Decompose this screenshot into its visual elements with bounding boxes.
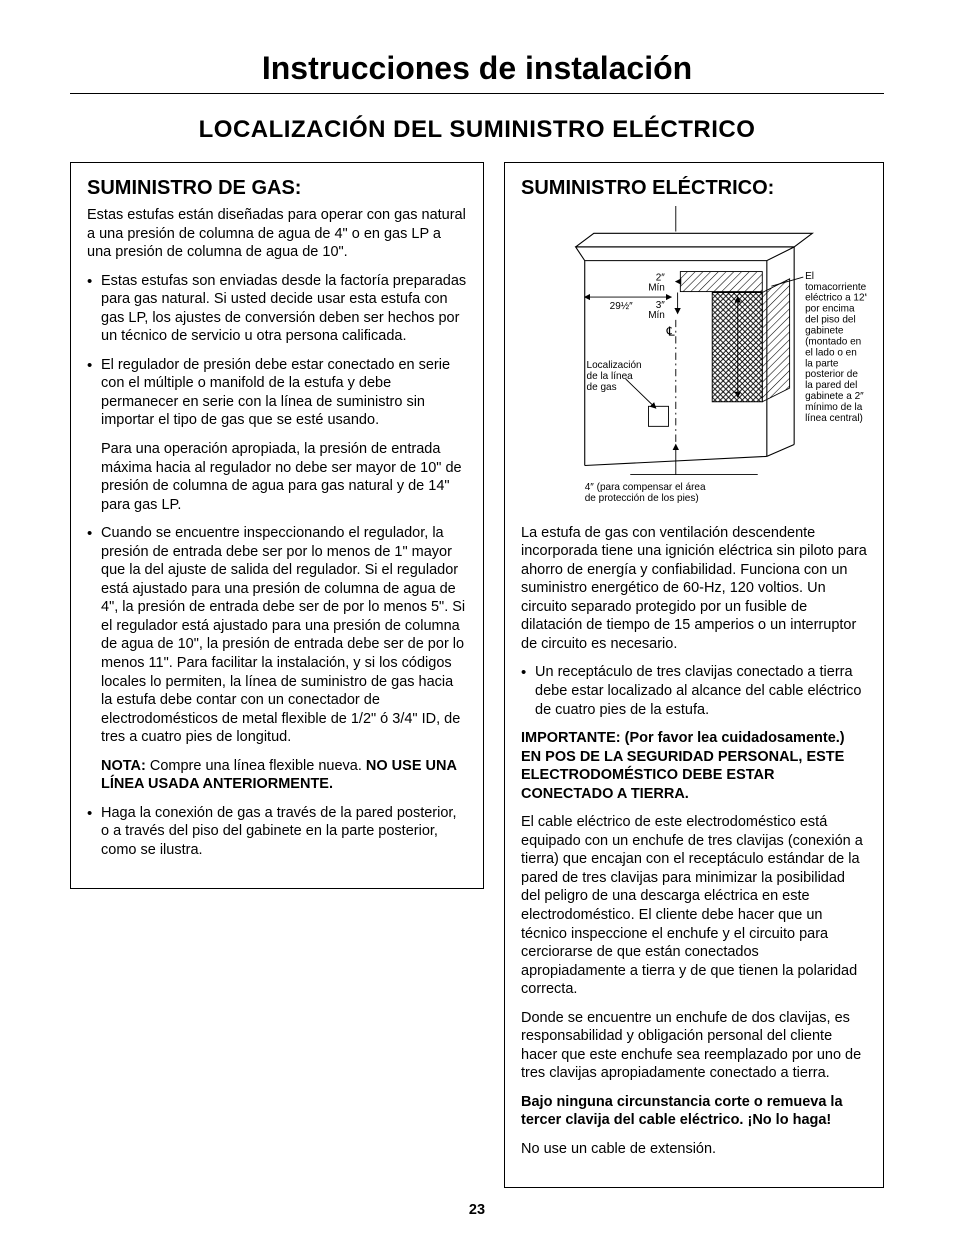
installation-diagram: 29½″ 2″ Mín 3″ Mín ℄ [521, 206, 867, 516]
gas-bullet-3: Cuando se encuentre inspeccionando el re… [87, 524, 467, 747]
outlet-note-2: tomacorriente [805, 282, 867, 293]
electric-important: IMPORTANTE: (Por favor lea cuidadosament… [521, 729, 867, 803]
electric-warn: Bajo ninguna circunstancia corte o remue… [521, 1093, 867, 1130]
outlet-note-4: por encima [805, 304, 855, 315]
dim-3-min-b: Mín [648, 310, 665, 321]
dim-29-5: 29½″ [610, 301, 633, 312]
electric-p3: Donde se encuentre un enchufe de dos cla… [521, 1009, 867, 1083]
centerline-symbol: ℄ [666, 323, 676, 338]
gas-bullet-2-para: Para una operación apropiada, la presión… [101, 440, 467, 514]
outlet-note-7: (montado en [805, 336, 861, 347]
gas-loc-3: de gas [587, 382, 617, 393]
main-title: Instrucciones de instalación [70, 50, 884, 94]
outlet-note-3: eléctrico a 12″ [805, 293, 867, 304]
gas-loc-1: Localización [587, 360, 642, 371]
electric-p2: El cable eléctrico de este electrodomést… [521, 813, 867, 998]
electric-p4: No use un cable de extensión. [521, 1140, 867, 1159]
outlet-note-1: El [805, 271, 814, 282]
gas-loc-2: de la línea [587, 371, 634, 382]
footer-note-1: 4″ (para compensar el área [585, 482, 706, 493]
outlet-note-6: gabinete [805, 325, 844, 336]
electric-intro: La estufa de gas con ventilación descend… [521, 524, 867, 654]
gas-intro: Estas estufas están diseñadas para opera… [87, 206, 467, 262]
gas-supply-heading: SUMINISTRO DE GAS: [87, 177, 467, 200]
gas-bullets-1: Estas estufas son enviadas desde la fact… [87, 272, 467, 430]
electric-supply-heading: SUMINISTRO ELÉCTRICO: [521, 177, 867, 200]
page-number: 23 [70, 1202, 884, 1218]
gas-nota: NOTA: Compre una línea flexible nueva. N… [101, 757, 467, 794]
outlet-note-10: posterior de [805, 369, 858, 380]
electric-bullets: Un receptáculo de tres clavijas conectad… [521, 663, 867, 719]
outlet-note-14: línea central) [805, 413, 863, 424]
gas-supply-box: SUMINISTRO DE GAS: Estas estufas están d… [70, 162, 484, 889]
electric-supply-column: SUMINISTRO ELÉCTRICO: [504, 162, 884, 1188]
section-title: LOCALIZACIÓN DEL SUMINISTRO ELÉCTRICO [70, 116, 884, 144]
outlet-note-13: mínimo de la [805, 402, 863, 413]
nota-prefix: NOTA: [101, 758, 146, 774]
two-column-layout: SUMINISTRO DE GAS: Estas estufas están d… [70, 162, 884, 1188]
outlet-note-11: la pared del [805, 380, 857, 391]
gas-bullet-1: Estas estufas son enviadas desde la fact… [87, 272, 467, 346]
outlet-note-8: el lado o en [805, 347, 857, 358]
page: Instrucciones de instalación LOCALIZACIÓ… [0, 0, 954, 1248]
outlet-note-9: la parte [805, 358, 839, 369]
outlet-note-5: del piso del [805, 315, 856, 326]
gas-bullets-2: Cuando se encuentre inspeccionando el re… [87, 524, 467, 747]
footer-note-2: de protección de los pies) [585, 493, 699, 504]
outlet-note-12: gabinete a 2″ [805, 391, 864, 402]
gas-bullet-2: El regulador de presión debe estar conec… [87, 356, 467, 430]
dim-2-min-b: Mín [648, 283, 665, 294]
nota-mid: Compre una línea flexible nueva. [146, 758, 366, 774]
electric-bullet-1: Un receptáculo de tres clavijas conectad… [521, 663, 867, 719]
gas-bullet-4: Haga la conexión de gas a través de la p… [87, 804, 467, 860]
gas-bullets-3: Haga la conexión de gas a través de la p… [87, 804, 467, 860]
diagram-svg: 29½″ 2″ Mín 3″ Mín ℄ [521, 206, 867, 516]
electric-supply-box: SUMINISTRO ELÉCTRICO: [504, 162, 884, 1188]
